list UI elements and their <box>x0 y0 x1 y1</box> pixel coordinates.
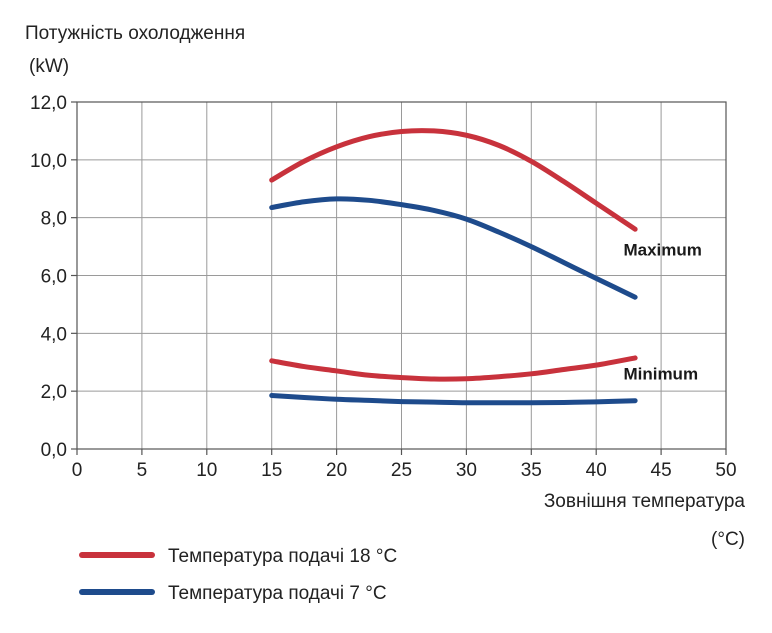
x-tick-label: 15 <box>261 460 282 481</box>
x-tick-label: 10 <box>196 460 217 481</box>
x-tick-label: 25 <box>391 460 412 481</box>
x-axis-label-line2: (°C) <box>711 529 745 550</box>
axes: 0 5 10 15 20 25 30 35 40 45 50 0,0 2,0 4,0 6,0 8,0 10,0 1… <box>30 93 737 481</box>
x-axis-label-line1: Зовнішня температура <box>544 491 746 512</box>
series-line-blue-max <box>269 196 638 300</box>
x-tick-label: 20 <box>326 460 347 481</box>
y-tick-label: 6,0 <box>41 267 67 288</box>
y-axis-label-line1: Потужність охолодження <box>25 23 245 44</box>
x-tick-label: 0 <box>72 460 83 481</box>
x-tick-label: 5 <box>137 460 148 481</box>
x-tick-label: 50 <box>715 460 736 481</box>
x-tick-label: 45 <box>651 460 672 481</box>
x-tick-label: 40 <box>586 460 607 481</box>
y-tick-label: 8,0 <box>41 209 67 230</box>
x-tick-label: 30 <box>456 460 477 481</box>
series-lines <box>269 128 638 406</box>
y-axis-label-line2: (kW) <box>29 56 69 77</box>
annotations: Maximum Minimum <box>623 240 701 383</box>
series-line-red-max <box>269 128 638 232</box>
series-line-blue-min <box>269 393 638 406</box>
y-tick-label: 2,0 <box>41 382 67 403</box>
x-tick-label: 35 <box>521 460 542 481</box>
annotation-minimum: Minimum <box>623 365 698 384</box>
y-tick-label: 0,0 <box>41 440 67 461</box>
legend-label: Температура подачі 7 °C <box>168 583 387 604</box>
annotation-maximum: Maximum <box>623 240 701 259</box>
y-tick-label: 12,0 <box>30 93 67 114</box>
legend: Температура подачі 18 °C Температура пода… <box>79 546 397 604</box>
legend-label: Температура подачі 18 °C <box>168 546 397 567</box>
y-tick-label: 10,0 <box>30 151 67 172</box>
y-tick-label: 4,0 <box>41 324 67 345</box>
grid <box>76 101 727 450</box>
series-line-red-min <box>269 355 638 382</box>
